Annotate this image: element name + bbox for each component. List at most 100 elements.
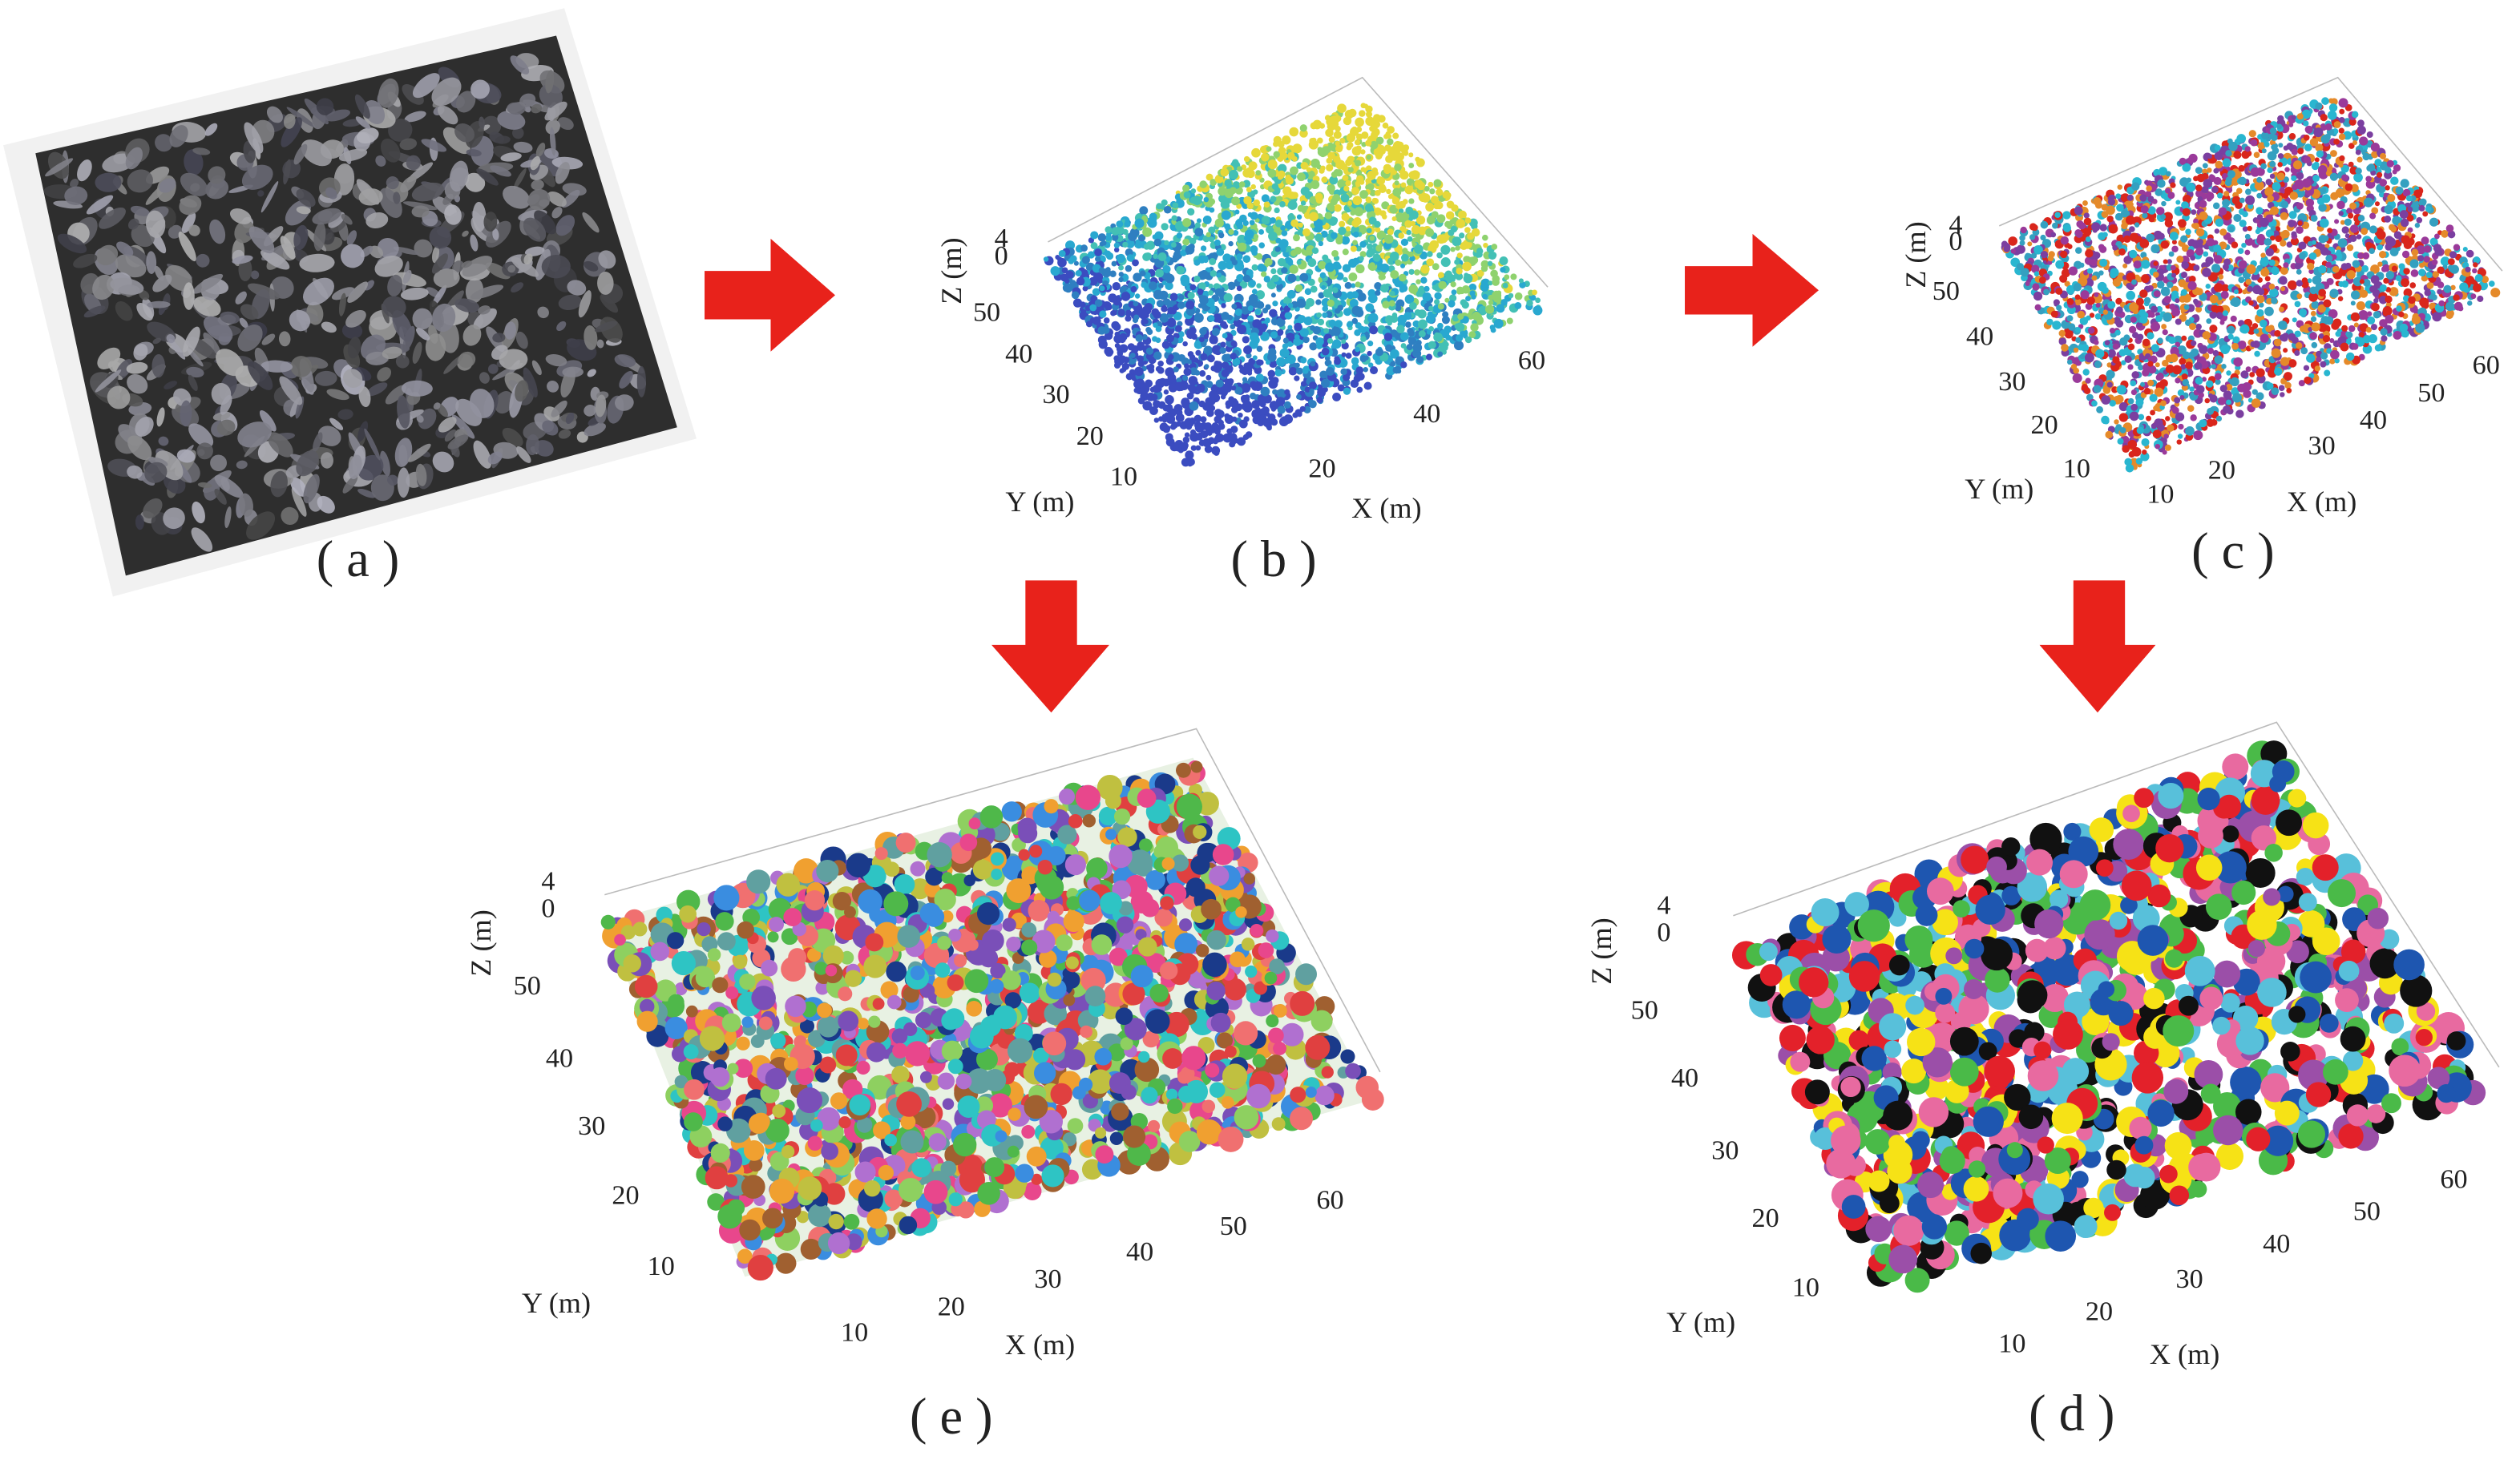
rock bbox=[558, 294, 582, 311]
point bbox=[1300, 161, 1309, 170]
point bbox=[1231, 259, 1238, 266]
point bbox=[1434, 332, 1440, 338]
rock bbox=[537, 306, 549, 319]
point bbox=[2341, 226, 2349, 234]
point bbox=[1212, 438, 1219, 445]
point bbox=[2288, 211, 2297, 220]
point bbox=[1317, 137, 1323, 144]
rock bbox=[411, 205, 430, 218]
point bbox=[1149, 212, 1157, 221]
point bbox=[1399, 170, 1409, 180]
point bbox=[1490, 269, 1498, 278]
point bbox=[1230, 385, 1237, 391]
point bbox=[1130, 286, 1137, 293]
rock bbox=[283, 159, 291, 185]
point bbox=[2230, 315, 2237, 322]
rock bbox=[470, 234, 479, 252]
point bbox=[2167, 281, 2174, 288]
rock bbox=[328, 212, 345, 228]
rock bbox=[401, 380, 433, 397]
point bbox=[1319, 123, 1326, 129]
point bbox=[1277, 170, 1286, 179]
point bbox=[1322, 312, 1328, 318]
point bbox=[1149, 406, 1158, 415]
rock bbox=[357, 421, 369, 442]
point bbox=[2202, 163, 2208, 169]
point bbox=[2291, 175, 2297, 182]
point bbox=[2245, 188, 2251, 196]
point bbox=[1175, 421, 1181, 427]
point bbox=[1189, 196, 1197, 204]
point bbox=[2040, 234, 2046, 241]
point bbox=[1258, 395, 1266, 405]
rock bbox=[499, 349, 528, 370]
point bbox=[2131, 447, 2142, 457]
point bbox=[2031, 224, 2038, 232]
rock bbox=[587, 369, 596, 377]
point bbox=[1415, 279, 1421, 284]
rock bbox=[237, 324, 263, 352]
point bbox=[2046, 318, 2054, 326]
rock bbox=[116, 241, 134, 256]
rock bbox=[205, 179, 229, 200]
point bbox=[2213, 202, 2220, 210]
point bbox=[1145, 365, 1152, 370]
point bbox=[1205, 381, 1214, 388]
point bbox=[1243, 416, 1250, 422]
point bbox=[1311, 247, 1319, 255]
rock bbox=[433, 268, 460, 288]
point bbox=[1490, 327, 1496, 333]
point bbox=[1201, 255, 1209, 263]
point bbox=[1341, 212, 1350, 221]
point bbox=[1288, 367, 1298, 376]
point bbox=[1205, 425, 1213, 433]
point bbox=[1444, 325, 1452, 333]
rock bbox=[155, 134, 173, 152]
point bbox=[2336, 249, 2341, 255]
rock bbox=[431, 77, 462, 107]
rock bbox=[267, 432, 293, 458]
point bbox=[1472, 311, 1481, 321]
rock bbox=[304, 98, 329, 125]
point bbox=[2294, 300, 2301, 308]
rock bbox=[415, 463, 427, 486]
rock bbox=[355, 116, 371, 129]
point bbox=[1310, 285, 1318, 293]
point bbox=[1168, 353, 1174, 361]
point bbox=[1189, 284, 1197, 291]
point bbox=[1476, 248, 1484, 255]
point bbox=[1366, 228, 1372, 234]
arrow-down bbox=[2039, 580, 2156, 713]
rock bbox=[421, 139, 447, 152]
point bbox=[1105, 234, 1112, 241]
rock bbox=[464, 172, 486, 192]
point bbox=[1380, 284, 1389, 293]
point bbox=[1184, 417, 1194, 428]
point bbox=[1238, 242, 1247, 252]
point bbox=[1451, 204, 1459, 212]
rock bbox=[151, 353, 165, 378]
point bbox=[1187, 292, 1195, 300]
point bbox=[1258, 229, 1265, 235]
rock bbox=[239, 317, 248, 329]
point bbox=[1354, 207, 1364, 216]
point bbox=[1114, 331, 1120, 337]
point bbox=[1326, 163, 1334, 172]
point bbox=[1434, 299, 1440, 305]
rock bbox=[338, 148, 368, 162]
rock bbox=[163, 507, 185, 530]
rock bbox=[437, 105, 458, 125]
point bbox=[1300, 381, 1307, 387]
point bbox=[1070, 280, 1076, 286]
point bbox=[1284, 389, 1290, 396]
point bbox=[1173, 366, 1179, 373]
rock bbox=[299, 253, 335, 272]
point bbox=[1383, 234, 1394, 244]
rock bbox=[186, 366, 204, 378]
point bbox=[2073, 283, 2082, 292]
rock bbox=[92, 274, 115, 300]
point bbox=[1164, 240, 1169, 246]
point bbox=[1105, 349, 1113, 357]
point bbox=[1296, 214, 1302, 220]
